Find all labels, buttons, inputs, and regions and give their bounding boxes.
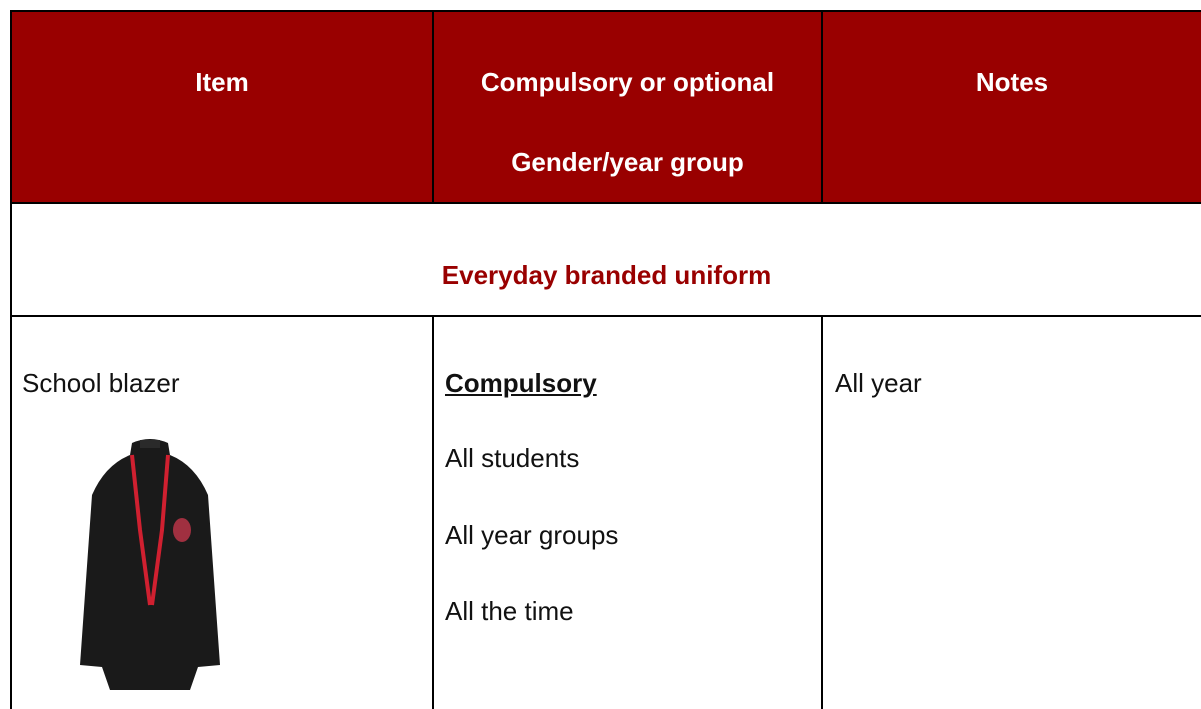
header-cell: Compulsory or optional: [480, 67, 775, 97]
border: [821, 316, 823, 709]
notes: All year: [835, 368, 922, 398]
border: [432, 316, 434, 709]
requirement-detail: All students: [445, 443, 580, 473]
requirement-detail: All year groups: [445, 520, 619, 550]
header-cell: Gender/year group: [511, 147, 744, 177]
border: [10, 10, 12, 709]
border: [821, 10, 823, 203]
border: [432, 10, 434, 203]
item-name: School blazer: [22, 368, 180, 398]
border: [10, 315, 1201, 317]
border: [10, 10, 1201, 12]
section-title: Everyday branded uniform: [441, 260, 772, 290]
blazer-image: [80, 439, 220, 690]
border: [10, 202, 1201, 204]
header-cell: Notes: [975, 67, 1049, 97]
header-cell: Item: [195, 67, 249, 97]
requirement-label: Compulsory: [445, 368, 597, 398]
header-row: [10, 10, 1201, 203]
requirement-detail: All the time: [445, 596, 574, 626]
